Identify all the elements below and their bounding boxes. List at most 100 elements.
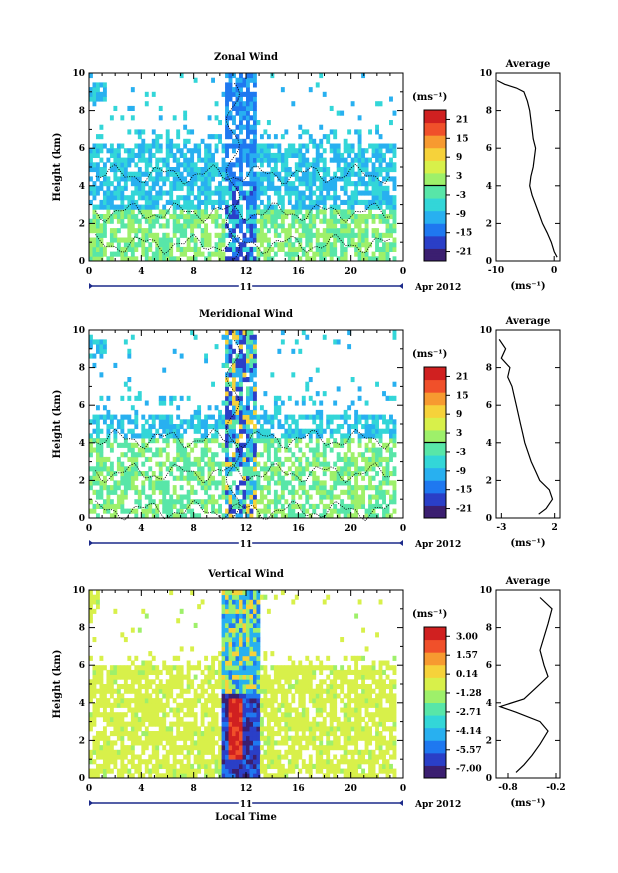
heatmap-cell [308, 414, 313, 420]
heatmap-cell [239, 87, 243, 93]
heatmap-cell [214, 754, 219, 760]
heatmap-cell [151, 414, 156, 420]
heatmap-cell [350, 424, 355, 430]
heatmap-cell [162, 503, 167, 509]
heatmap-cell [169, 395, 174, 401]
heatmap-cell [99, 693, 104, 699]
heatmap-cell [144, 167, 149, 173]
heatmap-cell [207, 665, 212, 671]
heatmap-cell [116, 456, 121, 462]
heatmap-cell [218, 660, 222, 666]
heatmap-cell [232, 655, 236, 661]
heatmap-cell [172, 185, 177, 191]
profile-y-tick-label: 4 [486, 439, 492, 449]
heatmap-cell [291, 494, 296, 500]
heatmap-cell [312, 480, 317, 486]
heatmap-cell [298, 433, 303, 439]
heatmap-cell [148, 143, 153, 149]
heatmap-cell [151, 480, 156, 486]
heatmap-cell [193, 759, 198, 765]
heatmap-cell [228, 721, 233, 727]
heatmap-cell [232, 330, 236, 336]
heatmap-cell [256, 632, 261, 638]
heatmap-cell [280, 157, 285, 163]
heatmap-cell [109, 485, 114, 491]
heatmap-cell [89, 251, 93, 257]
heatmap-cell [315, 409, 320, 415]
heatmap-cell [249, 759, 254, 765]
heatmap-cell [221, 594, 226, 600]
heatmap-cell [385, 232, 390, 238]
heatmap-cell [235, 627, 240, 633]
heatmap-cell [155, 157, 160, 163]
heatmap-cell [169, 684, 174, 690]
heatmap-cell [228, 256, 233, 262]
heatmap-cell [259, 214, 264, 220]
heatmap-cell [92, 339, 97, 345]
heatmap-cell [333, 246, 338, 252]
heatmap-cell [232, 494, 236, 500]
heatmap-cell [148, 707, 153, 713]
heatmap-cell [92, 353, 97, 359]
heatmap-cell [211, 698, 215, 704]
heatmap-cell [102, 87, 107, 93]
heatmap-cell [151, 204, 156, 210]
heatmap-cell [256, 485, 261, 491]
heatmap-cell [301, 162, 306, 168]
heatmap-cell [106, 181, 111, 187]
heatmap-cell [89, 604, 93, 610]
heatmap-cell [326, 494, 331, 500]
heatmap-cell [252, 344, 257, 350]
heatmap-cell [242, 637, 247, 643]
heatmap-cell [228, 419, 233, 425]
heatmap-cell [225, 489, 229, 495]
heatmap-cell [106, 185, 111, 191]
heatmap-cell [221, 91, 226, 97]
heatmap-cell [232, 358, 236, 364]
heatmap-cell [232, 768, 236, 774]
heatmap-cell [155, 452, 160, 458]
heatmap-cell [239, 480, 243, 486]
heatmap-cell [162, 209, 167, 215]
heatmap-cell [235, 124, 240, 130]
heatmap-cell [207, 731, 212, 737]
heatmap-cell [347, 471, 352, 477]
heatmap-cell [354, 494, 359, 500]
heatmap-cell [225, 745, 229, 751]
colorbar-segment [424, 369, 446, 373]
heatmap-cell [249, 669, 254, 675]
heatmap-cell [158, 256, 163, 262]
heatmap-cell [239, 665, 243, 671]
heatmap-cell [242, 688, 247, 694]
heatmap-cell [301, 181, 306, 187]
heatmap-cell [123, 256, 128, 262]
heatmap-cell [95, 424, 100, 430]
heatmap-cell [186, 190, 191, 196]
colorbar-segment [424, 387, 446, 391]
heatmap-cell [239, 768, 243, 774]
heatmap-cell [123, 442, 128, 448]
heatmap-cell [120, 419, 125, 425]
heatmap-cell [364, 237, 369, 243]
heatmap-cell [165, 480, 170, 486]
heatmap-cell [319, 433, 324, 439]
heatmap-cell [259, 674, 264, 680]
heatmap-cell [102, 693, 107, 699]
heatmap-cell [148, 195, 153, 201]
heatmap-cell [375, 199, 379, 205]
heatmap-cell [294, 438, 299, 444]
heatmap-cell [113, 731, 118, 737]
heatmap-cell [249, 735, 254, 741]
heatmap-cell [172, 456, 177, 462]
heatmap-cell [221, 684, 226, 690]
heatmap-cell [326, 513, 331, 519]
heatmap-cell [120, 395, 125, 401]
heatmap-cell [270, 152, 275, 158]
heatmap-cell [141, 232, 146, 238]
heatmap-cell [109, 702, 114, 708]
colorbar-segment [424, 487, 446, 491]
heatmap-cell [225, 669, 229, 675]
heatmap-cell [350, 513, 355, 519]
heatmap-cell [89, 148, 93, 154]
heatmap-cell [165, 223, 170, 229]
